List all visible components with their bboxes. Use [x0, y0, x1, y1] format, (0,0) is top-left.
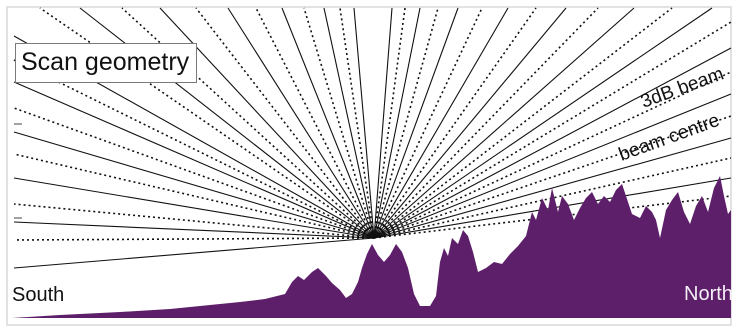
north-label: North [684, 283, 733, 305]
beam-centre-ray [373, 7, 509, 239]
beam-edge-ray [373, 71, 732, 239]
beam-centre-ray [373, 7, 459, 239]
beam-centre-ray [281, 7, 375, 239]
beam-edge-ray [373, 157, 732, 239]
beam-centre-ray [373, 137, 732, 239]
beam-edge-ray [121, 7, 375, 239]
beam-centre-ray [353, 7, 375, 239]
beam-centre-ray [13, 177, 375, 239]
beam-centre-ray [373, 7, 567, 239]
beam-edge-ray [195, 7, 375, 239]
beam-centre-ray [373, 7, 393, 239]
beam-centre-ray [373, 93, 732, 239]
beam-edge-ray [373, 7, 537, 239]
beam-edge-ray [13, 59, 375, 239]
beam-centre-ray [373, 7, 421, 239]
beam-edge-ray [13, 203, 375, 239]
beam-edge-ray [373, 7, 406, 239]
beam-centre-ray [13, 221, 375, 239]
diagram-title: Scan geometry [15, 43, 197, 83]
beam-edge-ray [373, 7, 439, 239]
beam-centre-ray [373, 7, 635, 239]
beam-centre-ray [373, 7, 713, 239]
beam-centre-ray [373, 47, 732, 239]
beam-edge-ray [303, 7, 375, 239]
south-label: South [12, 284, 65, 306]
beam-centre-ray [13, 131, 375, 239]
beam-edge-ray [13, 107, 375, 239]
beam-edge-ray [373, 7, 483, 239]
beam-edge-ray [13, 153, 375, 239]
beam-edge-ray [13, 237, 375, 241]
terrain-profile [12, 176, 731, 318]
beam-centre-ray [323, 7, 375, 239]
diagram-frame [6, 6, 732, 326]
beam-edge-ray [255, 7, 375, 239]
beam-centre-ray [13, 81, 375, 239]
beam-rays [13, 7, 732, 269]
beam-edge-ray [373, 7, 599, 239]
beam-centre-ray [227, 7, 375, 239]
beam-edge-ray [339, 7, 375, 239]
beam-centre-ray [13, 237, 375, 269]
